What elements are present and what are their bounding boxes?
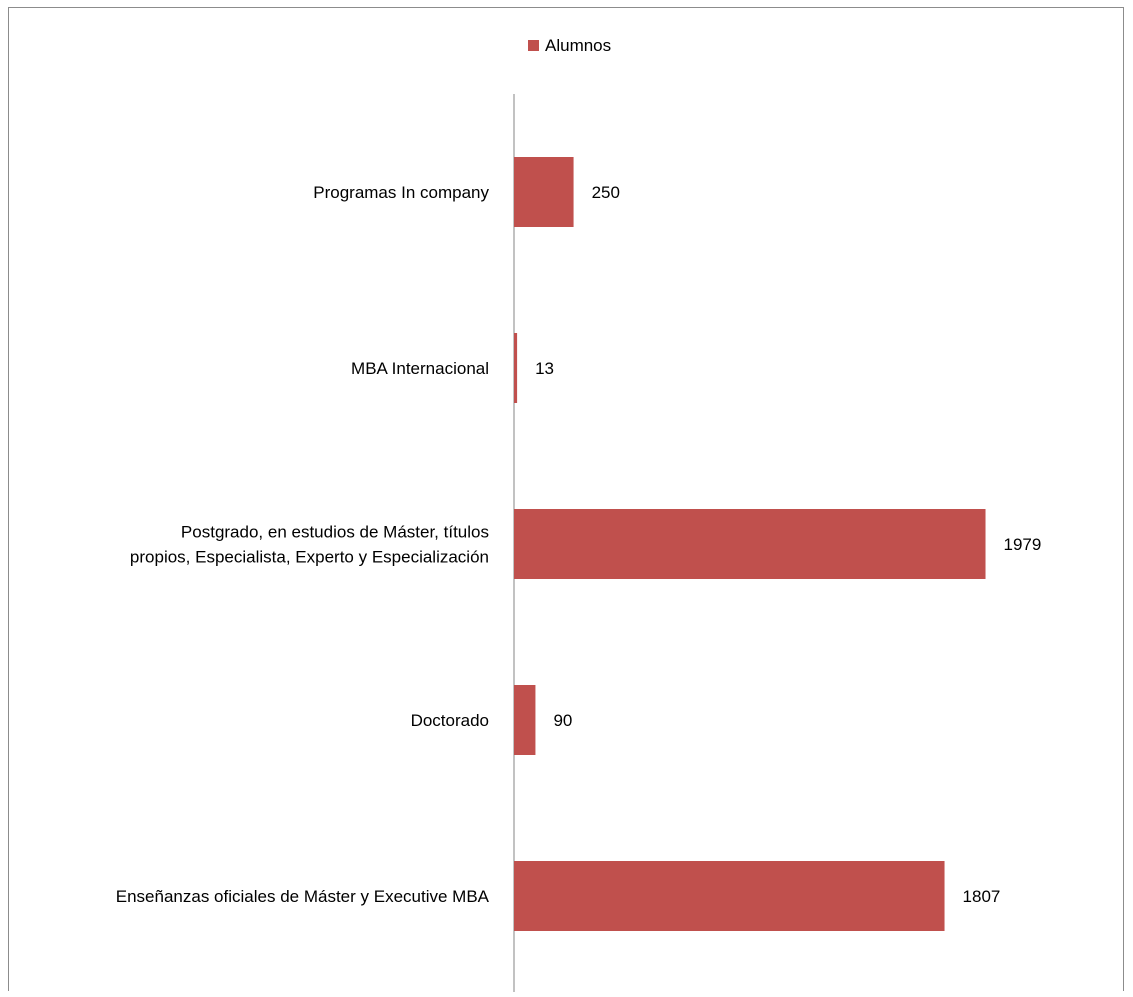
legend-swatch (528, 40, 539, 51)
category-label-line: Programas In company (313, 183, 489, 202)
category-label-line: Doctorado (411, 711, 489, 730)
bar-3 (514, 685, 536, 755)
bars-group (514, 157, 986, 931)
category-labels-group: Programas In company MBA Internacional Pos… (116, 183, 490, 906)
data-label-3: 90 (553, 711, 572, 730)
data-label-0: 250 (592, 183, 620, 202)
category-label-line: MBA Internacional (351, 359, 489, 378)
bar-2 (514, 509, 986, 579)
category-label-line: Enseñanzas oficiales de Máster y Executi… (116, 887, 490, 906)
category-label-1: MBA Internacional (351, 359, 489, 378)
bar-1 (514, 333, 518, 403)
category-label-2: Postgrado, en estudios de Máster, título… (130, 523, 489, 567)
data-label-2: 1979 (1004, 535, 1042, 554)
category-label-0: Programas In company (313, 183, 489, 202)
data-label-1: 13 (535, 359, 554, 378)
category-label-line: propios, Especialista, Experto y Especia… (130, 548, 489, 567)
category-label-line: Postgrado, en estudios de Máster, título… (181, 523, 489, 542)
bar-chart: Alumnos 250 13 1979 90 1807 Programas In com… (116, 36, 1041, 992)
chart-frame: Alumnos 250 13 1979 90 1807 Programas In com… (8, 7, 1124, 992)
bar-0 (514, 157, 574, 227)
data-labels-group: 250 13 1979 90 1807 (535, 183, 1041, 906)
legend-label-alumnos: Alumnos (545, 36, 611, 55)
data-label-4: 1807 (963, 887, 1001, 906)
bar-4 (514, 861, 945, 931)
category-label-3: Doctorado (411, 711, 489, 730)
category-label-4: Enseñanzas oficiales de Máster y Executi… (116, 887, 490, 906)
legend: Alumnos (528, 36, 611, 55)
